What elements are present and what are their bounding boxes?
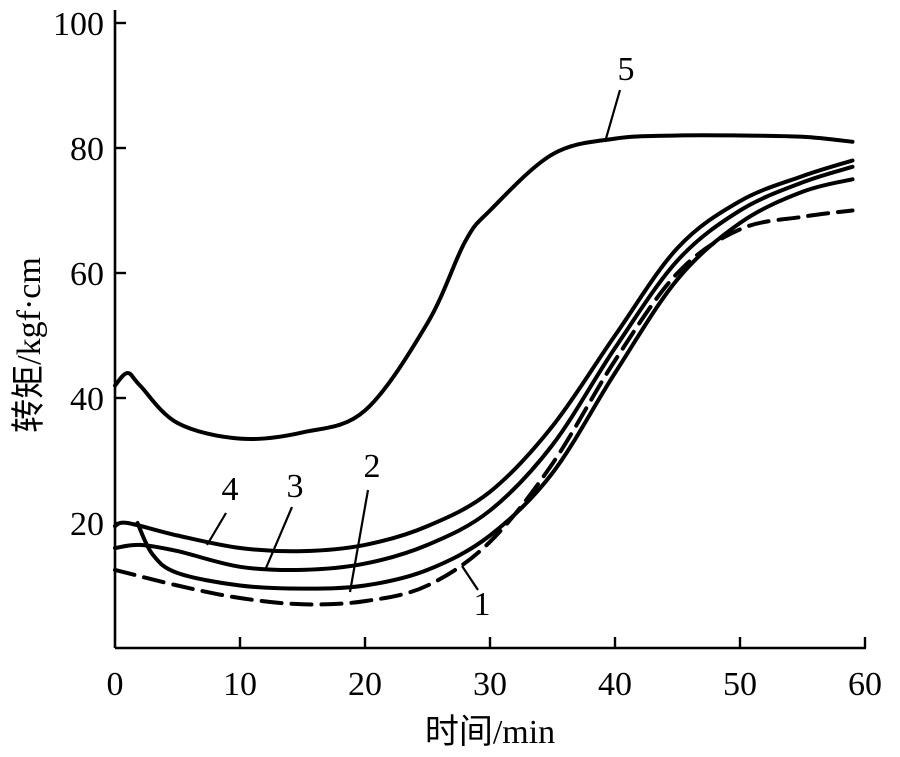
curve-label-5: 5 xyxy=(618,51,635,88)
leader-line-3 xyxy=(264,506,294,569)
leader-line-1 xyxy=(461,565,479,591)
x-tick-label: 50 xyxy=(723,666,757,703)
y-tick-label: 20 xyxy=(70,506,104,543)
curve-label-4: 4 xyxy=(222,471,239,508)
curve-label-2: 2 xyxy=(364,448,381,485)
series-layer xyxy=(113,133,855,607)
leader-line-5 xyxy=(603,89,622,143)
series-line-3 xyxy=(113,164,855,573)
series-line-5 xyxy=(113,133,855,441)
x-tick-label: 60 xyxy=(848,666,882,703)
y-axis-title: 转矩/kgf·cm xyxy=(10,257,48,433)
x-tick-label: 10 xyxy=(223,666,257,703)
x-ticks: 0 10 20 30 40 50 60 xyxy=(107,637,882,703)
x-axis-title: 时间/min xyxy=(425,714,555,751)
curve-label-1: 1 xyxy=(474,586,491,623)
x-tick-label: 40 xyxy=(598,666,632,703)
x-tick-label: 30 xyxy=(473,666,507,703)
y-tick-label: 40 xyxy=(70,381,104,418)
y-tick-label: 100 xyxy=(53,6,104,43)
y-tick-label: 60 xyxy=(70,256,104,293)
leader-line-4 xyxy=(206,512,227,546)
series-line-4 xyxy=(113,158,855,554)
curve-label-3: 3 xyxy=(287,468,304,505)
x-tick-label: 20 xyxy=(348,666,382,703)
y-tick-label: 80 xyxy=(70,131,104,168)
x-tick-label: 0 xyxy=(107,666,124,703)
curve-labels: 1 2 3 4 5 xyxy=(206,51,635,623)
leader-line-2 xyxy=(348,489,370,593)
series-line-2 xyxy=(135,177,855,591)
y-ticks: 20 40 60 80 100 xyxy=(53,6,126,543)
